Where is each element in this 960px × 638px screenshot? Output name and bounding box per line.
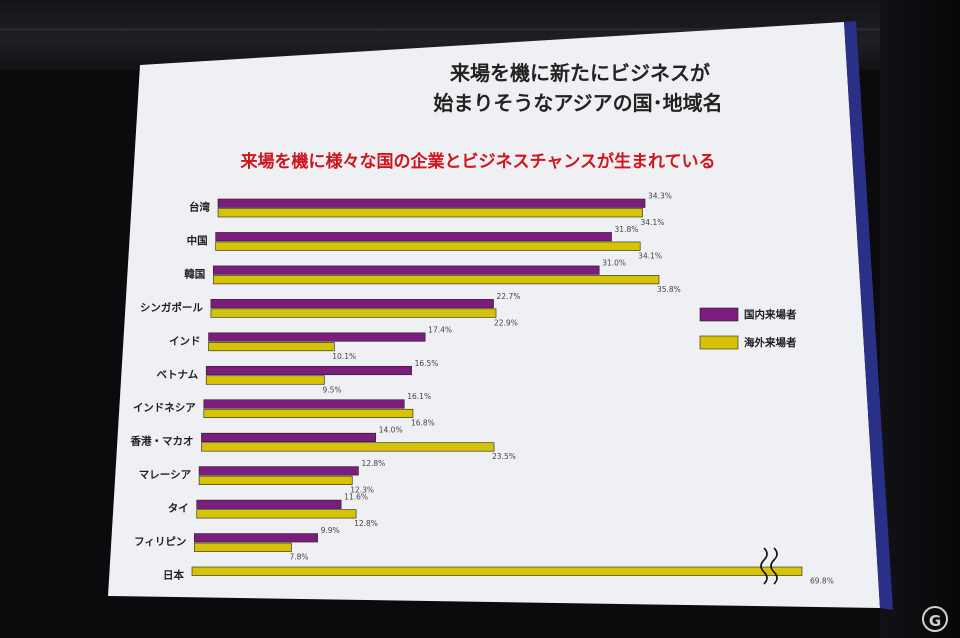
- value-label-domestic: 34.3%: [648, 192, 672, 201]
- value-label-domestic: 16.5%: [415, 359, 439, 368]
- bar-domestic: [210, 299, 494, 309]
- value-label-domestic: 9.9%: [321, 526, 340, 535]
- category-label: シンガポール: [140, 301, 203, 314]
- value-label-overseas: 10.1%: [332, 352, 356, 361]
- value-label-overseas: 23.5%: [492, 452, 516, 461]
- category-label: タイ: [168, 503, 189, 515]
- legend-swatch-domestic: [699, 307, 739, 322]
- bar-overseas: [217, 208, 643, 218]
- value-label-overseas: 35.8%: [657, 285, 681, 294]
- slide-subtitle: 来場を機に様々な国の企業とビジネスチャンスが生まれている: [240, 151, 716, 172]
- value-label-overseas: 16.8%: [411, 419, 435, 428]
- bar-overseas: [212, 275, 660, 285]
- value-label-domestic: 11.6%: [344, 493, 368, 502]
- axis-break-mark: [760, 547, 778, 585]
- bar-overseas: [198, 475, 353, 485]
- bar-domestic: [208, 332, 426, 342]
- legend-label-overseas: 海外来場者: [744, 336, 797, 349]
- value-label-domestic: 22.7%: [497, 292, 521, 301]
- bar-overseas: [194, 542, 292, 552]
- bar-domestic: [198, 466, 359, 476]
- value-label-overseas: 34.1%: [641, 218, 665, 227]
- bar-overseas: [210, 308, 497, 318]
- bar-overseas: [191, 566, 803, 576]
- bar-overseas: [205, 375, 325, 385]
- bar-domestic: [194, 533, 318, 543]
- bar-chart: 台湾34.3%34.1%中国31.8%34.1%韓国31.0%35.8%シンガポ…: [129, 192, 833, 586]
- screen-border: [844, 21, 893, 610]
- bar-overseas: [201, 442, 495, 452]
- value-label-overseas: 69.8%: [810, 577, 834, 586]
- bar-overseas: [208, 342, 335, 352]
- value-label-overseas: 12.8%: [354, 519, 378, 528]
- value-label-overseas: 7.8%: [289, 553, 308, 562]
- value-label-domestic: 31.8%: [615, 225, 639, 234]
- bar-domestic: [212, 265, 600, 275]
- legend-label-domestic: 国内来場者: [744, 308, 797, 321]
- bar-domestic: [217, 198, 646, 208]
- bar-overseas: [215, 241, 641, 251]
- legend-swatch-overseas: [699, 335, 739, 350]
- bar-domestic: [203, 399, 405, 409]
- value-label-domestic: 12.8%: [361, 459, 385, 468]
- category-label: インド: [169, 335, 201, 347]
- bar-domestic: [196, 499, 342, 509]
- value-label-overseas: 9.5%: [322, 385, 341, 394]
- category-label: 台湾: [189, 201, 210, 214]
- category-label: ベトナム: [156, 369, 198, 381]
- slide-title-line1: 来場を機に新たにビジネスが: [449, 61, 710, 85]
- category-label: 日本: [163, 569, 184, 582]
- category-label: 韓国: [184, 267, 205, 280]
- legend: 国内来場者 海外来場者: [699, 307, 797, 350]
- bar-overseas: [196, 509, 357, 519]
- value-label-domestic: 14.0%: [379, 426, 403, 435]
- category-label: フィリピン: [134, 536, 186, 548]
- value-label-domestic: 31.0%: [602, 258, 626, 267]
- bar-domestic: [201, 432, 377, 442]
- value-label-overseas: 12.3%: [350, 486, 374, 495]
- category-label: 中国: [187, 234, 208, 247]
- stage-right-wall: [880, 0, 960, 638]
- site-logo-watermark: G: [922, 606, 948, 632]
- bar-domestic: [205, 365, 412, 376]
- bar-domestic: [215, 232, 612, 242]
- value-label-domestic: 17.4%: [428, 325, 452, 334]
- category-label: インドネシア: [133, 402, 196, 414]
- category-label: 香港・マカオ: [129, 435, 193, 448]
- value-label-overseas: 34.1%: [638, 251, 662, 260]
- value-label-overseas: 22.9%: [494, 318, 518, 327]
- category-label: マレーシア: [139, 469, 192, 481]
- bar-overseas: [203, 408, 414, 419]
- value-label-domestic: 16.1%: [407, 392, 431, 401]
- slide-title-line2: 始まりそうなアジアの国･地域名: [433, 91, 722, 115]
